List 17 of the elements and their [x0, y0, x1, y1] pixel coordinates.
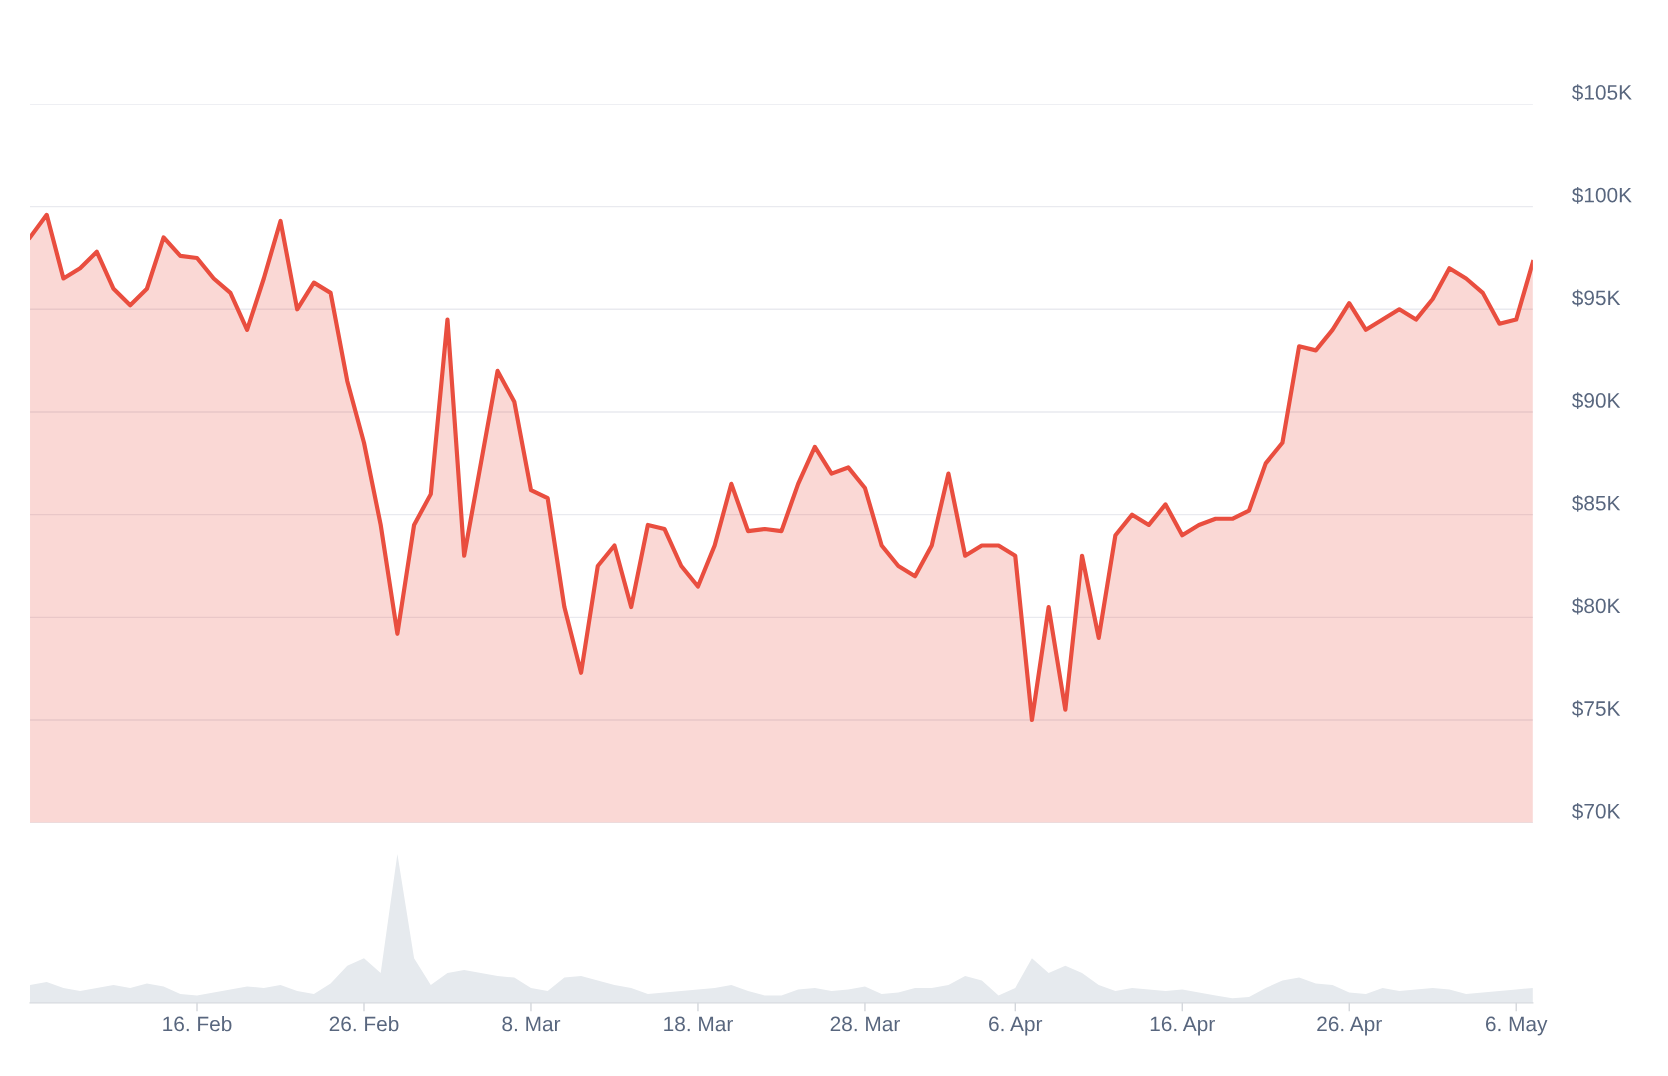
y-tick-label: $85K [1572, 494, 1621, 512]
x-tick-label: 16. Apr [1150, 1016, 1215, 1036]
x-tick-label: 6. Apr [989, 1016, 1043, 1036]
x-tick-label: 26. Feb [329, 1016, 399, 1032]
y-tick-label: $90K [1572, 392, 1621, 410]
y-tick-label: $70K [1572, 802, 1621, 820]
y-tick-label: $80K [1572, 597, 1621, 615]
x-tick-label: 16. Feb [163, 1016, 232, 1032]
x-tick-label: 6. May [1485, 1016, 1548, 1036]
y-tick-label: $100K [1572, 186, 1632, 204]
x-tick-label: 18. Mar [664, 1016, 733, 1032]
y-tick-label: $75K [1572, 700, 1621, 718]
y-tick-label: $105K [1572, 84, 1632, 102]
y-tick-label: $95K [1572, 289, 1621, 307]
x-tick-label: 8. Mar [502, 1016, 561, 1032]
x-tick-label: 28. Mar [830, 1016, 900, 1032]
x-tick-label: 26. Apr [1317, 1016, 1382, 1036]
